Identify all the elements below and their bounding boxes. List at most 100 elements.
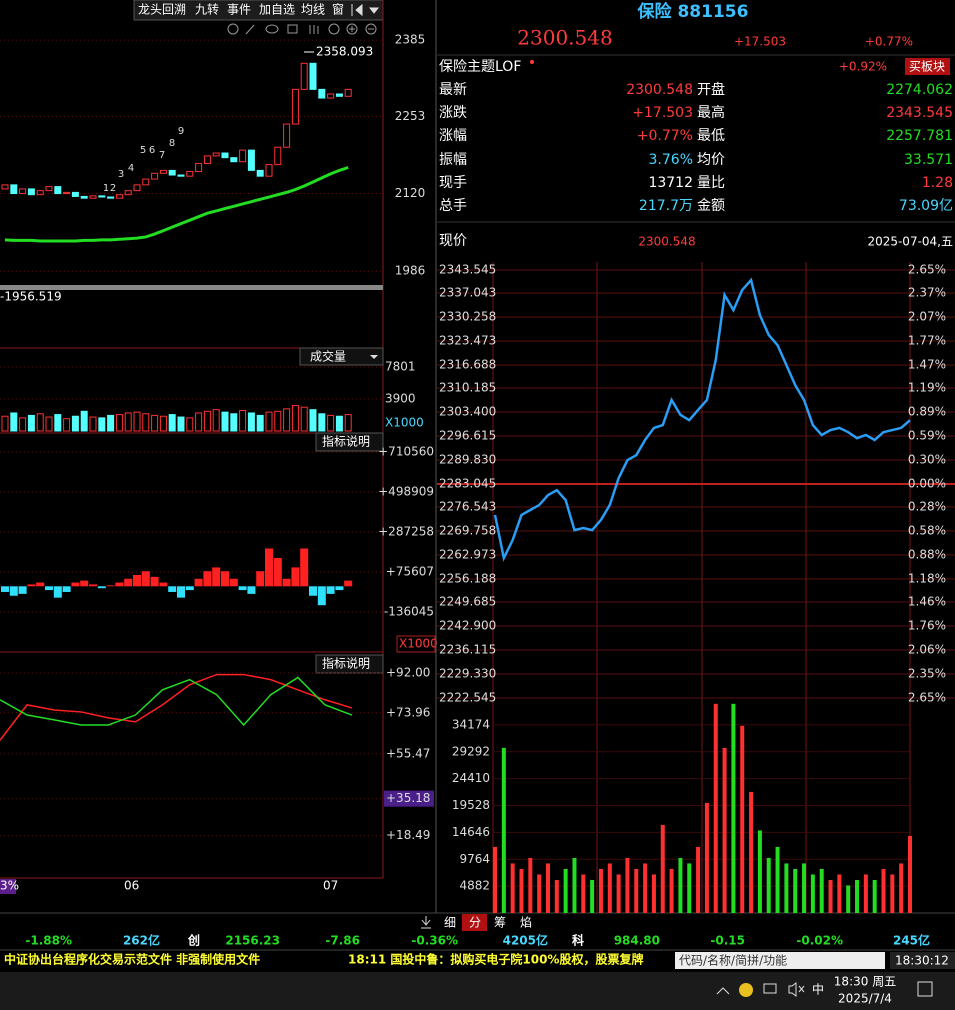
value: 3.76% <box>649 152 693 168</box>
y-tick-label: 2385 <box>395 33 426 47</box>
download-icon[interactable] <box>421 916 431 929</box>
tab[interactable]: 筹 <box>494 916 506 930</box>
volume-bar <box>881 868 886 913</box>
candle <box>265 164 273 177</box>
y-tick-label: 7801 <box>385 360 416 374</box>
panel-header[interactable] <box>315 654 384 674</box>
index-value: -0.02% <box>796 934 843 948</box>
change-pct: +0.77% <box>865 35 913 49</box>
volume-bar <box>784 863 789 913</box>
candle <box>89 195 97 199</box>
y-tick-label: 2343.545 <box>439 263 496 277</box>
volume-bar <box>195 412 203 432</box>
volume-bar <box>846 885 851 913</box>
volume-bar <box>749 791 754 913</box>
tab[interactable]: 焰 <box>520 915 532 930</box>
macd-bar <box>282 578 291 587</box>
chart-icons[interactable] <box>227 23 377 35</box>
toolbar-button[interactable]: 窗 <box>332 3 344 17</box>
ime[interactable]: 中 <box>812 982 824 997</box>
news-ticker[interactable]: 18:11 国投中鲁：拟购买电子院100%股权，股票复牌 <box>348 952 643 967</box>
volume-bar <box>713 703 718 913</box>
y-tick-label: -136045 <box>384 605 434 619</box>
volume-bar <box>643 863 648 913</box>
candle <box>335 93 343 97</box>
macd-bar <box>326 586 335 594</box>
volume-bar <box>71 415 79 432</box>
volume-bar <box>660 824 665 913</box>
volume-bar <box>678 857 683 913</box>
volume-bar <box>291 405 299 432</box>
volume-bar <box>501 747 506 913</box>
volume-bar <box>45 416 53 432</box>
macd-bar <box>317 586 326 606</box>
volume-bar <box>537 874 542 913</box>
volume-bar <box>590 879 595 913</box>
buy-button[interactable] <box>905 58 950 75</box>
volume-bar <box>872 879 877 913</box>
dot <box>530 60 534 64</box>
toolbar-button[interactable]: 均线 <box>301 3 325 17</box>
toolbar-button[interactable]: 事件 <box>227 3 251 17</box>
pct-label: 0.28% <box>908 499 946 513</box>
pct-label: 0.58% <box>908 523 946 537</box>
label: 最低 <box>697 128 725 144</box>
panel-title[interactable]: 成交量 <box>310 349 346 364</box>
candle <box>107 196 115 199</box>
news-ticker[interactable]: 中证协出台程序化交易示范文件 非强制使用文件 <box>4 952 260 967</box>
candle <box>80 195 88 199</box>
macd-bar <box>265 548 273 587</box>
volume-bar <box>247 412 255 432</box>
date-box <box>0 879 16 894</box>
toolbar-button[interactable]: 加自选 <box>259 3 295 17</box>
tab[interactable]: 细 <box>444 916 456 930</box>
unit-label: X1000 <box>399 637 438 651</box>
label: 总手 <box>439 198 467 214</box>
y-tick-label: 2236.115 <box>439 643 496 657</box>
panel-title[interactable]: 指标说明 <box>322 656 370 671</box>
volume-bar <box>704 802 709 913</box>
td-label: 1 <box>103 183 109 194</box>
volume-bar <box>344 414 352 432</box>
volume-bar <box>212 409 220 432</box>
label: 现手 <box>439 175 467 191</box>
pct-label: 1.19% <box>908 381 946 395</box>
volume-bar <box>1 415 9 432</box>
value: 33.571 <box>904 152 953 168</box>
panel-title[interactable]: 指标说明 <box>322 434 370 449</box>
tab[interactable]: 分 <box>469 916 481 930</box>
y-tick-label: 2330.258 <box>439 309 496 323</box>
volume-bar <box>625 857 630 913</box>
security-name: 保险 881156 <box>637 1 749 22</box>
y-tick-label: 2256.188 <box>439 571 496 585</box>
volume-bar <box>309 409 317 432</box>
pct-label: 2.37% <box>908 285 946 299</box>
x-label: 3% <box>0 879 19 893</box>
toolbar-icons[interactable] <box>351 3 380 17</box>
index-value: -0.36% <box>411 934 458 948</box>
td-label: 8 <box>169 138 175 149</box>
td-label: 2 <box>110 183 116 194</box>
toolbar-button[interactable]: 龙头回溯 <box>138 2 186 17</box>
panel-header[interactable] <box>315 432 384 452</box>
candle <box>203 155 211 164</box>
splitter <box>0 285 383 290</box>
volume-bar <box>616 874 621 913</box>
candle <box>63 191 71 195</box>
candle <box>115 194 123 199</box>
tray-icons[interactable] <box>716 981 933 997</box>
search-box[interactable] <box>675 952 885 969</box>
panel-header[interactable] <box>299 347 384 366</box>
y-tick-label: +35.18 <box>386 791 430 805</box>
candle <box>195 162 203 173</box>
y-tick-label: 2222.545 <box>439 691 496 705</box>
search-placeholder[interactable]: 代码/名称/简拼/功能 <box>679 953 787 968</box>
high-label: 2358.093 <box>316 45 373 59</box>
buy-button-label[interactable]: 买板块 <box>909 60 945 74</box>
volume-bar <box>133 411 141 432</box>
candle <box>36 190 44 196</box>
toolbar-button[interactable]: 九转 <box>195 2 219 17</box>
y-tick-label: 9764 <box>459 852 490 866</box>
td-label: 4 <box>128 163 134 174</box>
